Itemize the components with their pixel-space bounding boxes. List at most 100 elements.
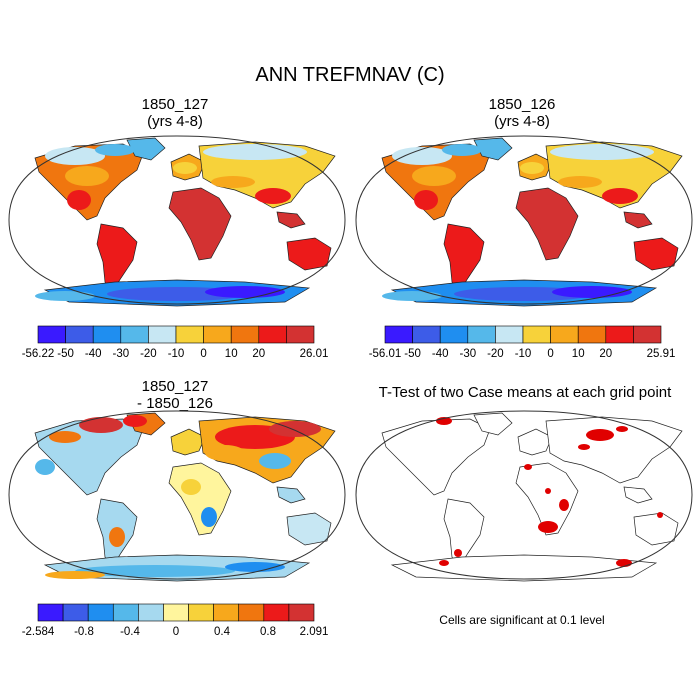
p2-globe-outline	[355, 135, 693, 305]
colorbar-1850-127-swatch-1	[65, 325, 94, 344]
p2-patch-7	[602, 188, 638, 204]
colorbar-1850-127-swatch-7	[230, 325, 260, 344]
p4-patch-6	[454, 549, 462, 557]
colorbar-1850-126-swatch-4	[495, 325, 524, 344]
p1-patch-6	[211, 176, 255, 188]
colorbar-1850-127-swatch-9	[286, 325, 315, 344]
p1-globe-outline	[8, 135, 346, 305]
colorbar-difference-swatch-1	[62, 603, 89, 622]
panel2-title: 1850_126 (yrs 4-8)	[352, 96, 692, 130]
p3-patch-13	[225, 562, 285, 572]
p1-patch-11	[35, 291, 95, 301]
colorbar-1850-127: -56.22 -50 -40 -30 -20 -10 0 10 20 26.01	[22, 325, 328, 360]
colorbar-1850-126-label-5: -10	[515, 348, 532, 360]
p1-patch-10	[205, 286, 285, 298]
p1-patch-0	[45, 147, 105, 165]
p4-patch-9	[616, 559, 632, 567]
p4-namerica	[381, 418, 491, 496]
colorbar-1850-127-label-6: 0	[200, 348, 206, 360]
p4-patch-5	[559, 499, 569, 511]
colorbar-1850-126-label-4: -20	[487, 348, 504, 360]
colorbar-1850-126-swatch-6	[550, 325, 579, 344]
p4-patch-3	[616, 426, 628, 432]
figure-title: ANN TREFMNAV (C)	[255, 64, 445, 86]
colorbar-difference-swatch-6	[188, 603, 214, 622]
p3-seasia	[276, 486, 306, 504]
panel3-title: 1850_127 - 1850_126	[5, 378, 345, 412]
colorbar-difference-swatch-4	[138, 603, 164, 622]
colorbar-difference-label-6: 2.091	[300, 626, 329, 638]
p4-patch-11	[545, 488, 551, 494]
p1-patch-7	[255, 188, 291, 204]
p3-patch-11	[75, 565, 235, 577]
colorbar-1850-126-label-7: 10	[572, 348, 585, 360]
map-panel-1850-126	[355, 135, 693, 307]
colorbar-1850-127-label-3: -30	[112, 348, 129, 360]
p4-patch-10	[439, 560, 449, 566]
colorbar-difference-label-4: 0.4	[214, 626, 231, 638]
colorbar-1850-127-swatch-2	[92, 325, 122, 344]
colorbar-1850-126-swatch-7	[577, 325, 607, 344]
colorbar-difference-label-3: 0	[173, 626, 179, 638]
p1-patch-1	[95, 144, 135, 156]
p3-patch-7	[259, 453, 291, 469]
colorbar-difference: -2.584 -0.8 -0.4 0 0.4 0.8 2.091	[22, 603, 329, 638]
colorbar-1850-127-swatch-4	[148, 325, 177, 344]
p2-patch-10	[552, 286, 632, 298]
p2-patch-0	[392, 147, 452, 165]
colorbar-1850-127-label-7: 10	[225, 348, 238, 360]
colorbar-difference-swatch-8	[238, 603, 265, 622]
p2-patch-11	[382, 291, 442, 301]
colorbar-difference-swatch-3	[112, 603, 139, 622]
p2-patch-8	[520, 162, 544, 174]
p1-africa	[168, 187, 232, 261]
p2-africa	[515, 187, 579, 261]
colorbar-1850-126-label-9: 25.91	[647, 348, 676, 360]
p3-patch-6	[205, 445, 245, 461]
p1-patch-3	[67, 190, 91, 210]
colorbar-difference-label-2: -0.4	[120, 626, 140, 638]
p1-greenland	[126, 137, 166, 161]
colorbar-difference-label-1: -0.8	[74, 626, 94, 638]
p2-patch-3	[414, 190, 438, 210]
colorbar-1850-126-label-2: -40	[432, 348, 449, 360]
colorbar-1850-127-label-0: -56.22	[22, 348, 55, 360]
colorbar-1850-127-label-1: -50	[57, 348, 74, 360]
colorbar-1850-126-swatch-1	[412, 325, 441, 344]
p2-patch-6	[558, 176, 602, 188]
p3-globe-outline	[8, 410, 346, 580]
panel1-title-line2: (yrs 4-8)	[147, 113, 203, 130]
p2-patch-2	[412, 166, 456, 186]
panel4-title-line1: T-Test of two Case means at each grid po…	[378, 384, 672, 401]
panel4-title: T-Test of two Case means at each grid po…	[350, 384, 700, 401]
panel2-title-line2: (yrs 4-8)	[494, 113, 550, 130]
colorbar-1850-127-label-2: -40	[85, 348, 102, 360]
p4-africa	[515, 462, 579, 536]
colorbar-1850-126-swatch-0	[384, 325, 413, 344]
p4-patch-4	[538, 521, 558, 533]
colorbar-1850-126-swatch-9	[633, 325, 662, 344]
p2-patch-4	[550, 144, 654, 160]
p3-europe	[170, 428, 206, 456]
colorbar-1850-126: -56.01 -50 -40 -30 -20 -10 0 10 20 25.91	[369, 325, 676, 360]
map-panel-ttest	[355, 410, 693, 582]
p4-globe-outline	[355, 410, 693, 580]
p3-patch-10	[109, 527, 125, 547]
colorbar-1850-126-label-3: -30	[459, 348, 476, 360]
p4-europe	[517, 428, 553, 456]
colorbar-difference-swatch-0	[37, 603, 64, 622]
p1-patch-2	[65, 166, 109, 186]
panel3-title-line2: - 1850_126	[137, 395, 213, 412]
p3-patch-3	[35, 459, 55, 475]
colorbar-1850-127-swatch-5	[175, 325, 204, 344]
panel2-title-line1: 1850_126	[488, 96, 556, 113]
p2-patch-1	[442, 144, 482, 156]
p2-patch-5	[558, 160, 618, 176]
p3-patch-9	[201, 507, 217, 527]
colorbar-difference-swatch-7	[213, 603, 240, 622]
p1-seasia	[276, 211, 306, 229]
p1-patch-5	[211, 160, 271, 176]
panel3-title-line1: 1850_127	[141, 378, 209, 395]
map-panel-1850-127	[8, 135, 346, 307]
p1-australia	[286, 237, 332, 271]
